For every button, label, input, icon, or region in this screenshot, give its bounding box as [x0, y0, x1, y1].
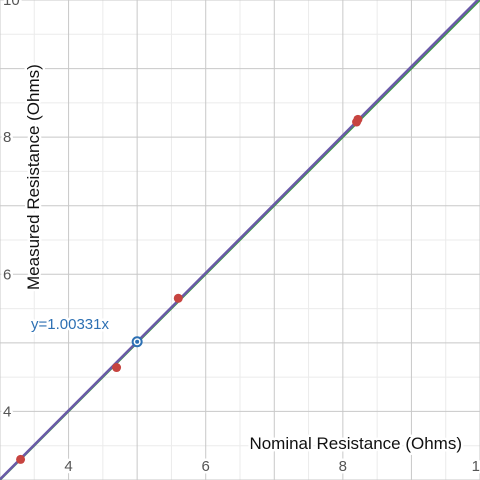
- x-tick-label: 4: [64, 458, 72, 475]
- data-point: [173, 293, 183, 303]
- y-tick-label: 10: [3, 0, 20, 9]
- y-tick-label: 8: [3, 129, 11, 146]
- x-tick-label: 8: [339, 458, 347, 475]
- x-tick-label: 10: [472, 458, 480, 475]
- data-points: [16, 114, 363, 464]
- data-point: [112, 363, 122, 373]
- x-tick-label: 6: [202, 458, 210, 475]
- x-axis-label: Nominal Resistance (Ohms): [249, 434, 462, 453]
- data-point: [353, 114, 363, 124]
- y-tick-label: 6: [3, 266, 11, 283]
- fit-point-center: [135, 339, 140, 344]
- y-axis-label: Measured Resistance (Ohms): [24, 64, 43, 290]
- y-tick-label: 4: [3, 403, 11, 420]
- data-point: [16, 454, 26, 464]
- fit-equation-label: y=1.00331x: [31, 316, 109, 333]
